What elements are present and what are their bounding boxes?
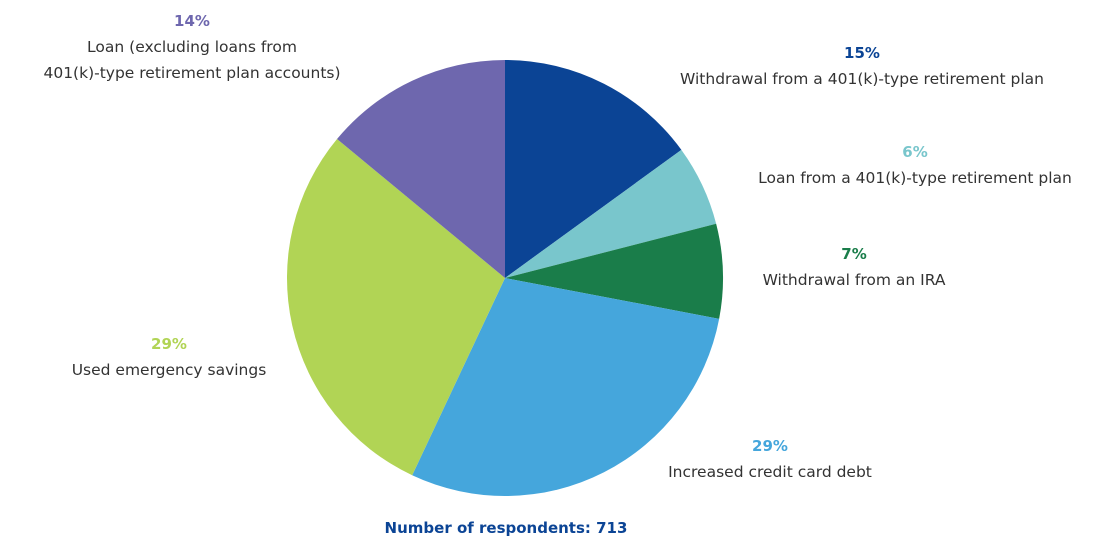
slice-name: Increased credit card debt (668, 463, 872, 481)
slice-name-line-2: 401(k)-type retirement plan accounts) (43, 64, 340, 82)
slice-name: Withdrawal from an IRA (763, 271, 946, 289)
pie-slice-withdrawal-ira (505, 223, 723, 319)
slice-label-loan-excluding-401k: 14% Loan (excluding loans from 401(k)-ty… (43, 12, 340, 82)
slice-percent: 6% (902, 143, 927, 161)
slice-label-loan-401k: 6% Loan from a 401(k)-type retirement pl… (758, 143, 1072, 187)
slice-name-line-1: Loan (excluding loans from (87, 38, 297, 56)
slice-label-credit-card-debt: 29% Increased credit card debt (668, 437, 872, 481)
pie-slice-loan-401k (505, 149, 717, 278)
pie-slice-emergency-savings (287, 139, 505, 476)
pie-slice-withdrawal-401k (505, 60, 682, 278)
slice-name: Loan from a 401(k)-type retirement plan (758, 169, 1072, 187)
slice-percent: 14% (174, 12, 210, 30)
slice-percent: 7% (841, 245, 866, 263)
pie-slice-credit-card-debt (412, 278, 720, 496)
pie-slice-loan-excluding-401k (337, 60, 505, 278)
slice-name: Used emergency savings (72, 361, 267, 379)
slice-label-withdrawal-ira: 7% Withdrawal from an IRA (763, 245, 946, 289)
slice-percent: 29% (752, 437, 788, 455)
pie-slices (287, 60, 723, 496)
slice-percent: 29% (151, 335, 187, 353)
slice-name: Withdrawal from a 401(k)-type retirement… (680, 70, 1044, 88)
respondents-footnote: Number of respondents: 713 (385, 519, 628, 537)
slice-percent: 15% (844, 44, 880, 62)
slice-label-emergency-savings: 29% Used emergency savings (72, 335, 267, 379)
slice-label-withdrawal-401k: 15% Withdrawal from a 401(k)-type retire… (680, 44, 1044, 88)
